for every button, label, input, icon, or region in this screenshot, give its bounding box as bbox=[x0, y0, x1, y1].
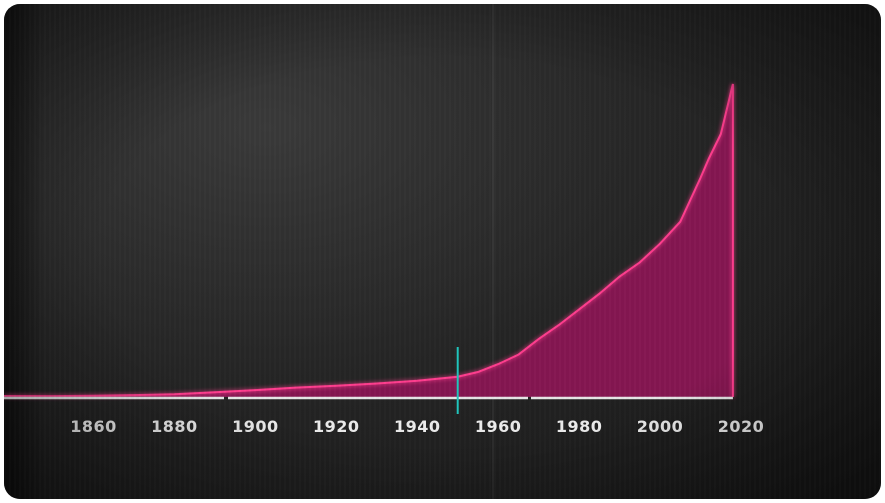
frame-shadow bbox=[4, 4, 44, 499]
x-tick-label: 1960 bbox=[475, 417, 522, 436]
x-axis-ticks: 1860 1880 1900 1920 1940 1960 1980 2000 2020 bbox=[70, 417, 764, 436]
area-chart: 1860 1880 1900 1920 1940 1960 1980 2000 2020 bbox=[4, 83, 764, 436]
film-seam bbox=[492, 4, 494, 499]
area-series-outline bbox=[4, 83, 734, 398]
x-tick-label: 2020 bbox=[718, 417, 765, 436]
chart-frame: 1860 1880 1900 1920 1940 1960 1980 2000 2020 bbox=[4, 4, 881, 499]
x-tick-label: 1940 bbox=[394, 417, 441, 436]
x-tick-label: 1920 bbox=[313, 417, 360, 436]
x-tick-label: 1860 bbox=[70, 417, 117, 436]
x-tick-label: 1880 bbox=[151, 417, 198, 436]
x-tick-label: 1980 bbox=[556, 417, 603, 436]
x-tick-label: 2000 bbox=[637, 417, 684, 436]
x-tick-label: 1900 bbox=[232, 417, 279, 436]
area-series bbox=[4, 84, 733, 397]
